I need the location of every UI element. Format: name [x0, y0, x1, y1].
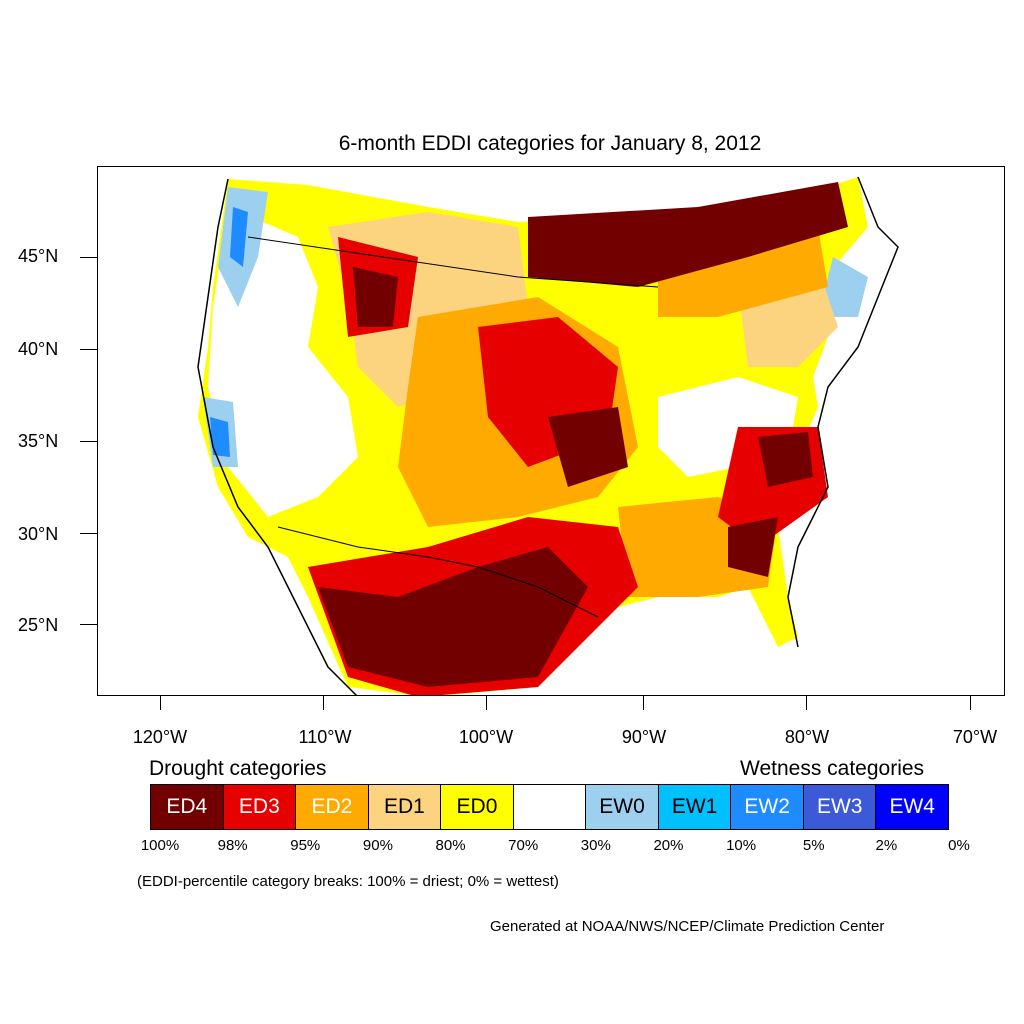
legend-swatch-ew3: EW3 — [803, 785, 877, 829]
new-england-wet — [818, 257, 868, 317]
lat-tick — [80, 624, 97, 625]
lat-tick — [80, 533, 97, 534]
lon-tick — [806, 696, 807, 710]
california-wet2 — [210, 417, 230, 457]
lon-label-110: 110°W — [298, 727, 352, 747]
credit-line: Generated at NOAA/NWS/NCEP/Climate Predi… — [490, 918, 885, 935]
us-border — [247, 236, 659, 618]
texas-ed4 — [318, 547, 588, 687]
legend-break-label: 5% — [802, 837, 825, 854]
pacific-nw-wet2 — [230, 207, 248, 267]
lat-tick — [80, 441, 97, 442]
virginia-ed4 — [758, 432, 813, 487]
legend-swatch-ew0: EW0 — [586, 785, 659, 829]
lon-tick — [643, 696, 644, 710]
lat-label-40: 40°N — [18, 339, 59, 359]
lon-tick — [970, 696, 971, 710]
lat-label-25: 25°N — [18, 615, 59, 635]
legend-break-label: 0% — [948, 837, 970, 854]
legend-break-label: 10% — [726, 837, 757, 854]
legend-swatch-ed4: ED4 — [151, 785, 224, 829]
lat-label-35: 35°N — [18, 431, 59, 451]
legend-break-label: 20% — [653, 837, 684, 854]
legend-swatch-normal — [513, 785, 587, 829]
legend-swatch-ed3: ED3 — [223, 785, 297, 829]
lat-tick — [80, 349, 97, 350]
legend-swatch-ew1: EW1 — [658, 785, 732, 829]
legend-swatch-ed2: ED2 — [296, 785, 369, 829]
legend-swatch-ed0: ED0 — [441, 785, 514, 829]
legend-break-label: 2% — [875, 837, 898, 854]
coastline — [197, 176, 899, 695]
legend-break-label: 95% — [290, 837, 321, 854]
lat-label-30: 30°N — [18, 524, 59, 544]
legend-break-label: 80% — [435, 837, 466, 854]
lon-tick — [160, 696, 161, 710]
lon-label-80: 80°W — [784, 727, 830, 747]
wetness-heading: Wetness categories — [740, 757, 925, 780]
lat-label-45: 45°N — [18, 246, 59, 266]
legend-break-label: 98% — [217, 837, 248, 854]
legend-colorbar: ED4 ED3 ED2 ED1 ED0 EW0 EW1 EW2 EW3 EW4 — [150, 784, 949, 830]
legend-break-label: 100% — [140, 837, 180, 854]
lon-tick — [323, 696, 324, 710]
legend-break-label: 90% — [362, 837, 393, 854]
lon-label-120: 120°W — [132, 727, 188, 747]
lon-label-100: 100°W — [458, 727, 514, 747]
montana-ed4 — [353, 267, 398, 327]
lon-tick — [486, 696, 487, 710]
legend-swatch-ed1: ED1 — [368, 785, 442, 829]
breaks-note: (EDDI-percentile category breaks: 100% =… — [137, 873, 559, 890]
lon-label-70: 70°W — [952, 727, 998, 747]
legend-break-label: 30% — [580, 837, 611, 854]
lat-tick — [80, 257, 97, 258]
legend-swatch-ew4: EW4 — [876, 785, 949, 829]
missouri-ed4 — [548, 407, 628, 487]
legend-swatch-ew2: EW2 — [731, 785, 804, 829]
lon-label-90: 90°W — [621, 727, 667, 747]
eddi-map — [97, 166, 1005, 696]
georgia-ed4 — [728, 517, 778, 577]
drought-heading: Drought categories — [149, 757, 327, 780]
upper-midwest-ed4 — [528, 182, 848, 287]
legend-break-label: 70% — [508, 837, 539, 854]
map-title: 6-month EDDI categories for January 8, 2… — [338, 132, 762, 155]
